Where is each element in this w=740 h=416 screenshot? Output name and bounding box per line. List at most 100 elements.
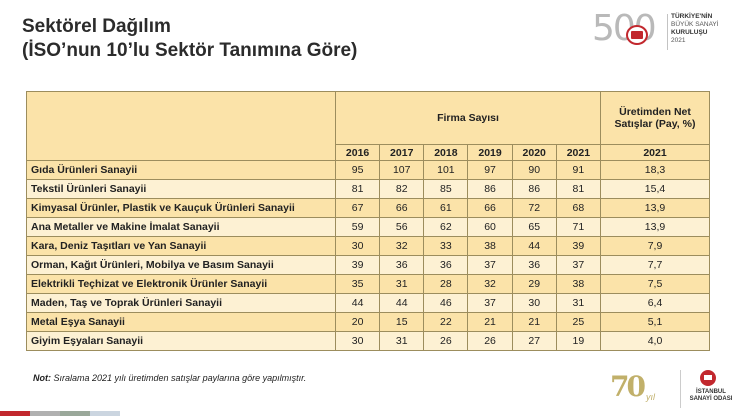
firm-count-cell: 90 [511, 160, 557, 180]
table-row: Tekstil Ürünleri Sanayii 81 82 85 86 86 81 15,4 [26, 179, 710, 199]
firm-count-cell: 65 [511, 217, 557, 237]
bottom-bar-segment [60, 411, 90, 416]
firm-count-cell: 86 [467, 179, 513, 199]
firm-count-cell: 30 [511, 293, 557, 313]
70-year-logo: 70 yıl [610, 370, 670, 408]
firm-count-cell: 37 [555, 255, 602, 275]
firm-count-cell: 86 [511, 179, 557, 199]
net-sales-cell: 5,1 [600, 312, 710, 332]
sector-name-cell: Maden, Taş ve Toprak Ürünleri Sanayii [26, 293, 336, 313]
firm-count-cell: 35 [334, 274, 381, 294]
table-row: Kimyasal Ürünler, Plastik ve Kauçuk Ürün… [26, 198, 710, 218]
firm-count-cell: 59 [334, 217, 381, 237]
title-line-2: (İSO’nun 10’lu Sektör Tanımına Göre) [22, 40, 358, 61]
firm-count-cell: 61 [423, 198, 469, 218]
table-row: Orman, Kağıt Ürünleri, Mobilya ve Basım … [26, 255, 710, 275]
net-sales-cell: 13,9 [600, 217, 710, 237]
firm-count-cell: 44 [379, 293, 425, 313]
iso-badge-icon [626, 25, 648, 45]
firm-count-cell: 37 [467, 255, 513, 275]
net-sales-cell: 7,5 [600, 274, 710, 294]
footer-divider [680, 370, 681, 408]
year-header-cell: 2021 [555, 144, 602, 161]
firm-count-cell: 20 [334, 312, 381, 332]
firm-count-cell: 68 [555, 198, 602, 218]
firm-count-cell: 71 [555, 217, 602, 237]
firm-count-cell: 44 [511, 236, 557, 256]
firm-count-cell: 33 [423, 236, 469, 256]
logo-line-4: 2021 [671, 37, 686, 44]
net-sales-cell: 7,7 [600, 255, 710, 275]
firm-count-cell: 30 [334, 331, 381, 351]
logo-line-3: KURULUŞU [671, 29, 708, 36]
firm-count-cell: 66 [379, 198, 425, 218]
firm-count-cell: 29 [511, 274, 557, 294]
sector-name-cell: Kimyasal Ürünler, Plastik ve Kauçuk Ürün… [26, 198, 336, 218]
iso-logo-text: İSTANBUL SANAYİ ODASI [686, 389, 736, 403]
firm-count-cell: 60 [467, 217, 513, 237]
table-row: Elektrikli Teçhizat ve Elektronik Ürünle… [26, 274, 710, 294]
page-title: Sektörel Dağılım (İSO’nun 10’lu Sektör T… [22, 15, 357, 63]
firm-count-cell: 36 [511, 255, 557, 275]
firm-count-cell: 21 [511, 312, 557, 332]
iso-logo: İSTANBUL SANAYİ ODASI [686, 368, 736, 412]
firm-count-cell: 36 [379, 255, 425, 275]
firm-count-cell: 31 [379, 274, 425, 294]
firm-count-cell: 38 [555, 274, 602, 294]
firm-count-cell: 97 [467, 160, 513, 180]
firm-count-cell: 81 [334, 179, 381, 199]
firm-count-cell: 39 [334, 255, 381, 275]
firm-count-cell: 107 [379, 160, 425, 180]
year-header-cell: 2016 [334, 144, 381, 161]
bottom-bar-segment [30, 411, 60, 416]
table-row: Gıda Ürünleri Sanayii 95 107 101 97 90 91 18,3 [26, 160, 710, 180]
year-header-cell: 2020 [511, 144, 557, 161]
sector-name-cell: Orman, Kağıt Ürünleri, Mobilya ve Basım … [26, 255, 336, 275]
logo-70-number: 70 [610, 370, 646, 403]
table-row: Metal Eşya Sanayii 20 15 22 21 21 25 5,1 [26, 312, 710, 332]
firm-count-cell: 46 [423, 293, 469, 313]
net-year-header-cell: 2021 [600, 144, 710, 161]
sector-name-cell: Kara, Deniz Taşıtları ve Yan Sanayii [26, 236, 336, 256]
firm-count-cell: 39 [555, 236, 602, 256]
firm-count-cell: 85 [423, 179, 469, 199]
table-row: Maden, Taş ve Toprak Ürünleri Sanayii 44 4… [26, 293, 710, 313]
footnote-label: Not: [33, 373, 51, 383]
firm-count-cell: 81 [555, 179, 602, 199]
sector-header-cell [26, 91, 336, 161]
iso-line-1: İSTANBUL [696, 389, 726, 395]
logo-line-1: TÜRKİYE'NİN [671, 13, 713, 20]
firm-count-cell: 31 [379, 331, 425, 351]
firm-count-cell: 21 [467, 312, 513, 332]
sector-name-cell: Gıda Ürünleri Sanayii [26, 160, 336, 180]
firm-count-cell: 22 [423, 312, 469, 332]
firm-count-cell: 82 [379, 179, 425, 199]
net-sales-header: Üretimden Net Satışlar (Pay, %) [600, 91, 710, 145]
net-sales-cell: 18,3 [600, 160, 710, 180]
firm-count-cell: 26 [423, 331, 469, 351]
firm-count-cell: 25 [555, 312, 602, 332]
title-line-1: Sektörel Dağılım [22, 16, 171, 37]
logo-line-2: BÜYÜK SANAYİ [671, 21, 719, 28]
table-row: Giyim Eşyaları Sanayii 30 31 26 26 27 19 4,0 [26, 331, 710, 351]
firm-count-cell: 91 [555, 160, 602, 180]
turkiye-500-logo: 500 TÜRKİYE'NİN BÜYÜK SANAYİ KURULUŞU 20… [592, 8, 728, 54]
sector-name-cell: Giyim Eşyaları Sanayii [26, 331, 336, 351]
sector-name-cell: Ana Metaller ve Makine İmalat Sanayii [26, 217, 336, 237]
firm-count-cell: 15 [379, 312, 425, 332]
net-sales-cell: 15,4 [600, 179, 710, 199]
firm-count-header: Firma Sayısı [335, 91, 601, 145]
sector-name-cell: Tekstil Ürünleri Sanayii [26, 179, 336, 199]
table-header-row-1: Firma Sayısı Üretimden Net Satışlar (Pay… [26, 91, 710, 161]
year-header-cell: 2017 [379, 144, 425, 161]
net-sales-cell: 6,4 [600, 293, 710, 313]
net-sales-cell: 13,9 [600, 198, 710, 218]
logo-70-suffix: yıl [646, 392, 655, 402]
firm-count-cell: 72 [511, 198, 557, 218]
firm-count-cell: 56 [379, 217, 425, 237]
firm-count-cell: 27 [511, 331, 557, 351]
iso-gear-icon [700, 370, 716, 386]
sector-name-cell: Elektrikli Teçhizat ve Elektronik Ürünle… [26, 274, 336, 294]
year-header-cell: 2018 [423, 144, 469, 161]
bottom-bar-segment [90, 411, 120, 416]
